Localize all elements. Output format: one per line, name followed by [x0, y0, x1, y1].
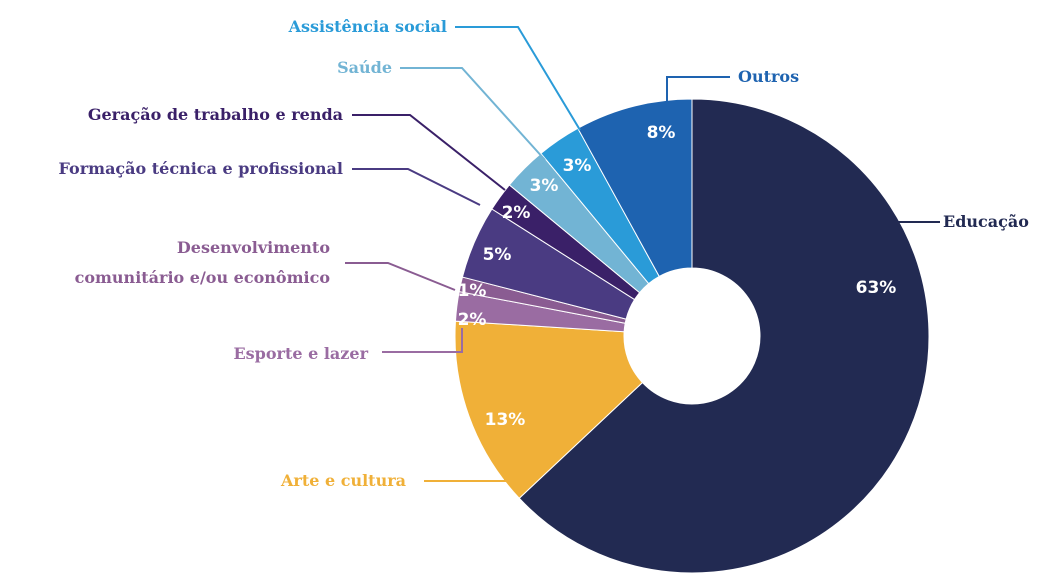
- value-label: 8%: [647, 123, 676, 143]
- category-label: Esporte e lazer: [233, 344, 368, 363]
- category-label: Formação técnica e profissional: [58, 159, 343, 178]
- value-label: 2%: [502, 203, 531, 223]
- slice: [454, 320, 644, 499]
- leader-line: [345, 262, 456, 291]
- slice: [577, 98, 693, 278]
- leader-line: [666, 76, 730, 102]
- leader-line: [867, 221, 940, 252]
- leader-line: [352, 168, 481, 206]
- category-label: Saúde: [337, 58, 392, 77]
- value-label: 2%: [458, 310, 487, 330]
- leader-line: [382, 328, 463, 353]
- value-label: 63%: [856, 278, 897, 298]
- category-label: Outros: [738, 67, 800, 86]
- value-label: 5%: [483, 245, 512, 265]
- leader-line: [455, 26, 581, 131]
- value-label: 13%: [485, 410, 526, 430]
- leader-line: [352, 114, 506, 191]
- leader-line: [424, 447, 506, 482]
- value-label: 3%: [563, 156, 592, 176]
- category-label: Educação: [943, 212, 1029, 231]
- category-label: Assistência social: [288, 17, 447, 36]
- value-label: 3%: [530, 176, 559, 196]
- value-label: 1%: [458, 281, 487, 301]
- leader-line: [400, 67, 546, 161]
- category-label: Desenvolvimento comunitário e/ou econômi…: [74, 238, 330, 287]
- category-label: Arte e cultura: [280, 471, 406, 490]
- slice: [518, 98, 930, 574]
- category-label: Geração de trabalho e renda: [87, 105, 343, 124]
